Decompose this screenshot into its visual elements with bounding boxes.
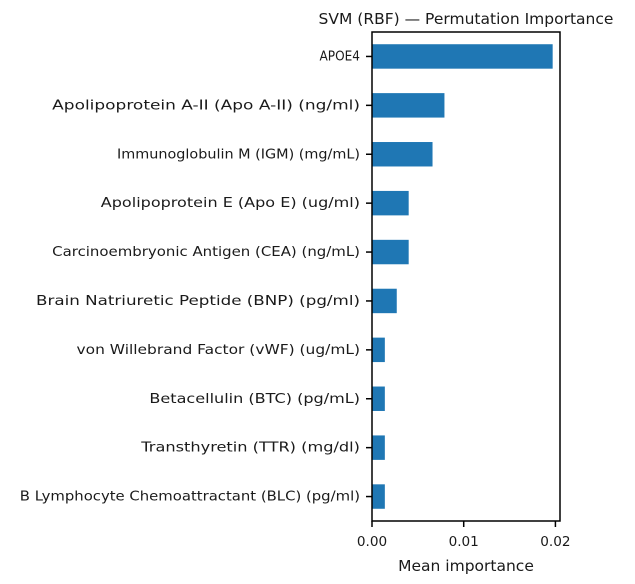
category-label: Apolipoprotein A-II (Apo A-II) (ng/ml) <box>52 97 360 113</box>
category-label: B Lymphocyte Chemoattractant (BLC) (pg/m… <box>20 489 360 505</box>
category-label: APOE4 <box>320 48 361 64</box>
category-label: von Willebrand Factor (vWF) (ug/mL) <box>77 342 361 358</box>
bar <box>372 435 385 460</box>
x-axis-label: Mean importance <box>398 557 534 575</box>
category-labels: APOE4 Apolipoprotein A-II (Apo A-II) (ng/… <box>20 48 372 505</box>
category-label: Apolipoprotein E (Apo E) (ug/ml) <box>101 195 360 211</box>
bars-group <box>372 44 553 509</box>
category-label: Brain Natriuretic Peptide (BNP) (pg/ml) <box>36 293 360 309</box>
category-label: Transthyretin (TTR) (mg/dl) <box>140 440 360 456</box>
category-label: Carcinoembryonic Antigen (CEA) (ng/mL) <box>52 244 360 260</box>
x-tick-label: 0.02 <box>540 534 570 550</box>
plot-frame <box>371 31 561 522</box>
chart-title: SVM (RBF) — Permutation Importance <box>319 10 614 28</box>
category-label: Betacellulin (BTC) (pg/mL) <box>149 391 360 407</box>
bar <box>372 142 433 167</box>
bar <box>372 190 409 216</box>
bar <box>372 239 409 265</box>
bar <box>372 44 553 69</box>
x-axis-ticks: 0.00 0.01 0.02 <box>357 521 571 550</box>
category-label: Immunoglobulin M (IGM) (mg/mL) <box>117 146 360 162</box>
bar <box>372 337 385 363</box>
bar <box>372 93 445 118</box>
bar <box>372 288 397 314</box>
bar <box>372 386 385 411</box>
bar <box>372 484 385 509</box>
x-tick-label: 0.01 <box>449 534 479 550</box>
x-tick-label: 0.00 <box>357 534 387 550</box>
